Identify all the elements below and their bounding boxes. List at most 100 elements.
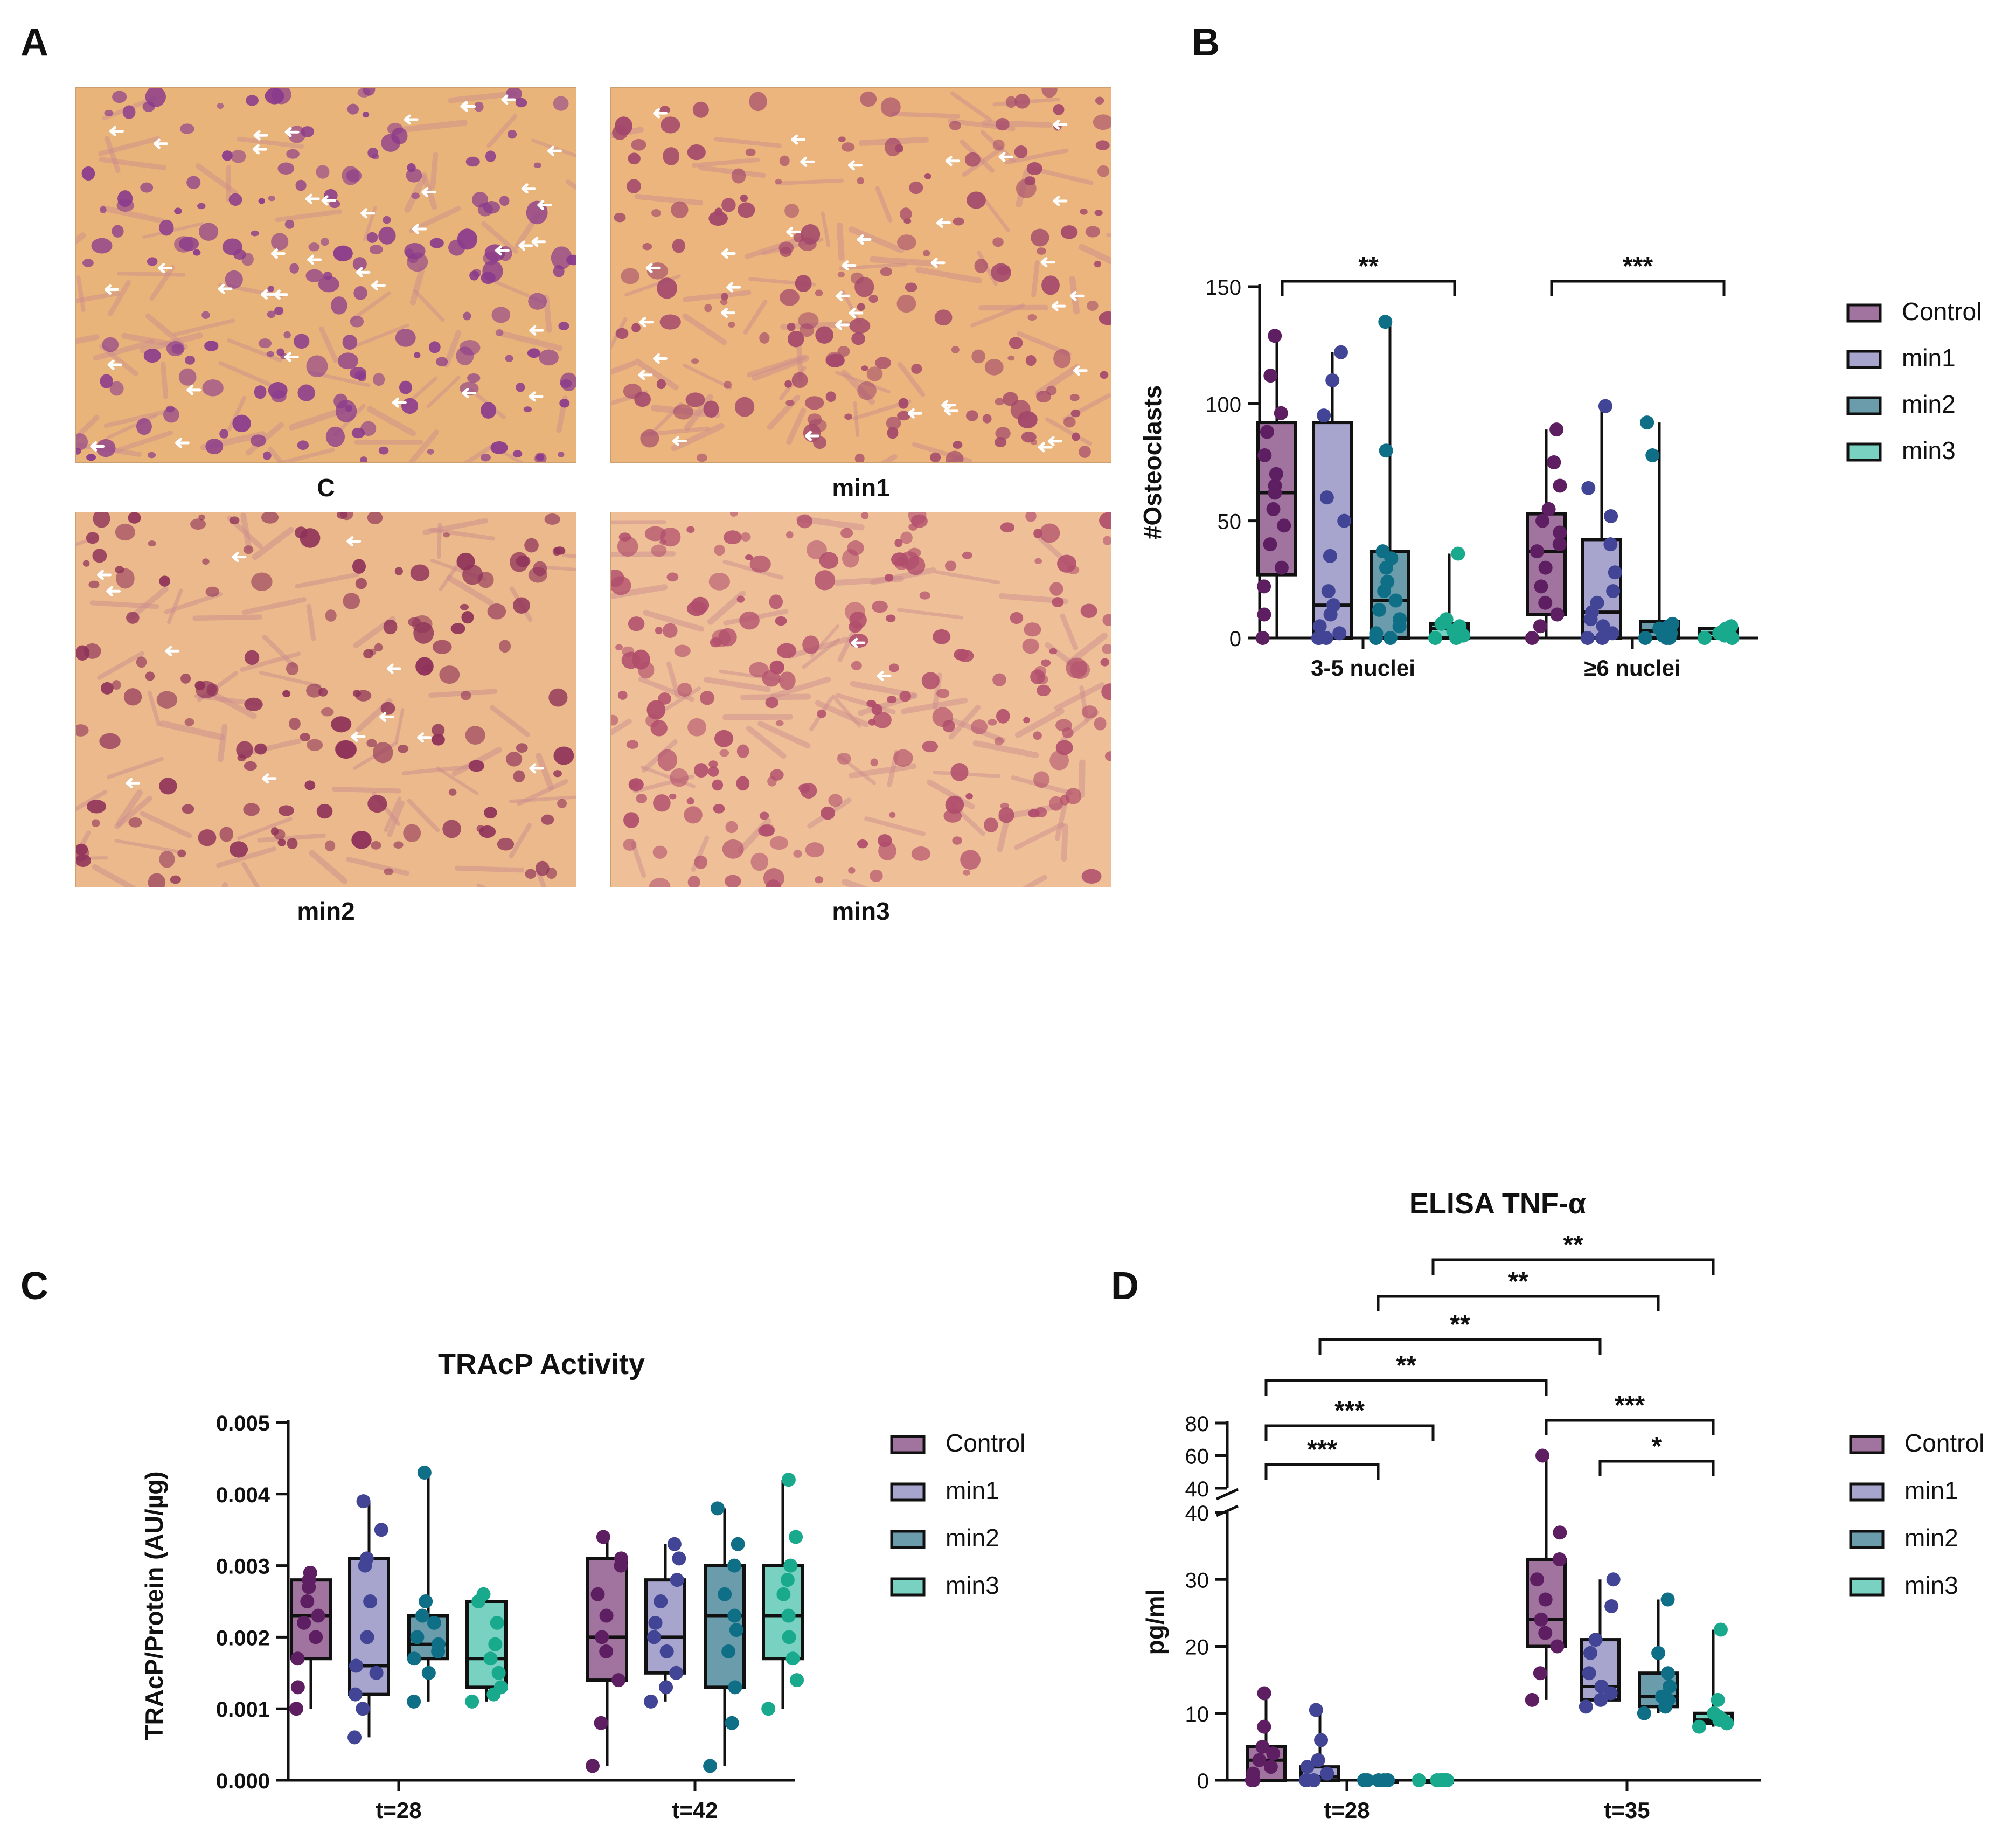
c-point [490,1615,504,1630]
cell-nucleus [436,357,448,367]
c-x-tick-label: t=42 [672,1798,718,1823]
cell-nucleus [93,512,110,528]
cell-nucleus [844,413,853,420]
cell-fiber [108,280,131,316]
cell-fiber [849,763,916,779]
cell-nucleus [126,612,140,624]
cell-nucleus [286,662,299,675]
cell-nucleus [636,794,647,803]
cell-nucleus [870,869,883,883]
cell-fiber [486,114,518,148]
white-arrow-icon [356,267,371,277]
white-arrow-icon [529,391,544,402]
c-legend-label-min3: min3 [946,1571,999,1599]
b-point [1428,631,1442,645]
cell-nucleus [906,556,926,575]
white-arrow-icon [284,352,299,363]
c-point [491,1665,506,1680]
b-point [1665,616,1680,631]
cell-nucleus [202,558,210,565]
c-point [781,1608,796,1623]
c-point [785,1651,800,1666]
cell-nucleus [527,348,541,358]
d-legend-swatch-min3 [1849,1577,1885,1597]
cell-nucleus [293,334,310,349]
cell-nucleus [258,338,272,349]
c-point [431,1637,446,1651]
cell-nucleus [1000,522,1014,533]
cell-nucleus [481,453,491,462]
c-point [410,1630,425,1644]
cell-nucleus [758,825,775,837]
cell-nucleus [1101,644,1111,654]
b-point [1383,631,1398,645]
cell-nucleus [84,643,101,659]
cell-nucleus [300,528,321,548]
cell-nucleus [282,690,291,698]
cell-nucleus [804,396,824,410]
cell-nucleus [268,382,288,399]
cell-nucleus [854,453,865,462]
panel-letter-c: C [20,1265,48,1308]
b-point [1638,631,1652,645]
b-point [1380,574,1395,589]
micrograph-min3-image [611,512,1111,887]
c-point [710,1501,725,1516]
cell-nucleus [992,673,1006,686]
cell-nucleus [243,803,260,816]
d-significance-label: *** [1307,1435,1337,1464]
cell-fiber [207,689,257,719]
cell-nucleus [974,259,988,273]
cell-fiber [443,330,462,368]
d-y-tick-label: 0 [1197,1769,1209,1793]
cell-nucleus [763,868,785,887]
cell-nucleus [1049,796,1063,811]
cell-nucleus [397,744,409,753]
c-point [672,1551,686,1566]
cell-nucleus [428,341,441,353]
cell-nucleus [736,595,745,603]
cell-nucleus [343,593,360,609]
c-point [595,1630,609,1644]
c-point [654,1594,668,1608]
cell-nucleus [775,178,782,185]
c-point [356,1702,370,1716]
d-point [1552,1552,1567,1566]
cell-fiber [409,267,425,306]
cell-nucleus [728,322,735,328]
cell-nucleus [934,309,953,326]
cell-fiber [611,127,644,138]
cell-nucleus [535,860,550,876]
cell-nucleus [184,718,194,726]
cell-nucleus [615,328,629,339]
cell-nucleus [660,527,681,547]
cell-nucleus [663,147,680,165]
cell-nucleus [887,427,899,439]
d-point [1255,1739,1270,1754]
cell-nucleus [617,690,628,700]
cell-nucleus [289,718,301,730]
d-point [1583,1646,1598,1660]
b-point [1263,537,1277,552]
cell-nucleus [267,286,275,292]
cell-fiber [237,817,293,841]
white-arrow-icon [165,646,180,656]
cell-nucleus [1010,399,1031,420]
c-point [289,1702,304,1716]
cell-nucleus [861,512,869,519]
white-arrow-icon [537,200,552,211]
d-point [1266,1746,1281,1761]
micrograph-c-image [76,88,576,462]
cell-nucleus [373,373,385,386]
cell-nucleus [1055,719,1073,732]
cell-nucleus [911,846,931,861]
cell-nucleus [378,226,396,245]
cell-nucleus [143,349,161,363]
cell-nucleus [81,166,95,181]
white-arrow-icon [346,536,362,547]
cell-fiber [98,136,161,156]
b-point [1580,631,1595,645]
cell-nucleus [1036,391,1052,403]
cell-nucleus [546,868,557,879]
cell-nucleus [499,196,510,206]
